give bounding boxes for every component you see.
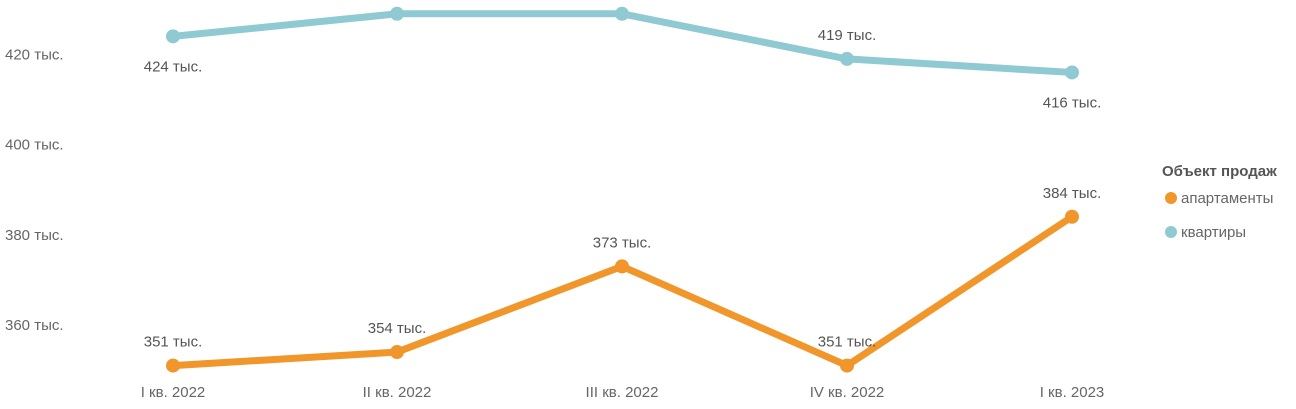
data-label: 351 тыс. (818, 334, 877, 351)
data-label: 416 тыс. (1043, 94, 1102, 111)
data-point[interactable] (840, 51, 854, 66)
legend-title: Объект продаж (1162, 163, 1277, 180)
data-point[interactable] (615, 6, 629, 21)
data-label: 384 тыс. (1043, 185, 1102, 202)
data-point[interactable] (166, 358, 180, 373)
series-layer (166, 6, 1079, 373)
y-tick-label: 380 тыс. (5, 227, 64, 244)
y-tick-label: 420 тыс. (5, 46, 64, 63)
data-label: 419 тыс. (818, 27, 877, 44)
x-tick-label: I кв. 2023 (1040, 384, 1105, 401)
legend-marker (1165, 192, 1177, 204)
data-label: 354 тыс. (368, 320, 427, 337)
y-tick-label: 360 тыс. (5, 317, 64, 334)
legend-item-label[interactable]: апартаменты (1181, 190, 1273, 207)
data-point[interactable] (390, 345, 404, 360)
data-label: 373 тыс. (593, 234, 652, 251)
data-label: 424 тыс. (144, 58, 203, 75)
x-axis: I кв. 2022 II кв. 2022 III кв. 2022 IV кв. … (141, 384, 1105, 401)
data-point[interactable] (615, 259, 629, 274)
data-point[interactable] (390, 6, 404, 21)
data-point[interactable] (1065, 209, 1079, 224)
x-tick-label: II кв. 2022 (363, 384, 432, 401)
y-axis: 360 тыс. 380 тыс. 400 тыс. 420 тыс. (5, 46, 64, 334)
legend: Объект продаж апартаменты квартиры (1162, 163, 1277, 241)
data-labels: 351 тыс. 354 тыс. 373 тыс. 351 тыс. 384 тыс.… (144, 27, 1102, 351)
data-label: 351 тыс. (144, 334, 203, 351)
legend-marker (1165, 226, 1177, 238)
x-tick-label: I кв. 2022 (141, 384, 206, 401)
data-point[interactable] (166, 29, 180, 44)
x-tick-label: IV кв. 2022 (810, 384, 885, 401)
data-point[interactable] (840, 358, 854, 373)
data-point[interactable] (1065, 65, 1079, 80)
series-line-flats (169, 10, 1076, 76)
legend-item-label[interactable]: квартиры (1181, 224, 1246, 241)
y-tick-label: 400 тыс. (5, 137, 64, 154)
x-tick-label: III кв. 2022 (586, 384, 659, 401)
